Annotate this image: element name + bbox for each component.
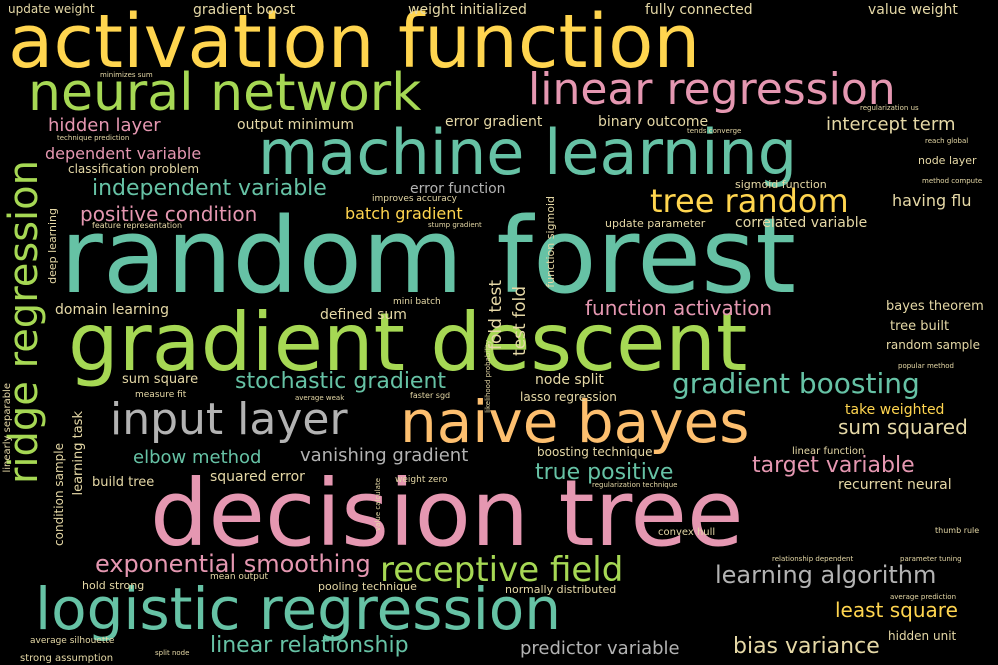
word: error gradient xyxy=(445,114,543,130)
word: domain learning xyxy=(55,302,169,318)
word: classification problem xyxy=(68,162,200,176)
word: learning algorithm xyxy=(715,561,937,589)
word: independent variable xyxy=(92,176,327,201)
word: build tree xyxy=(92,475,155,490)
word: gradient boosting xyxy=(672,367,920,400)
word: technique prediction xyxy=(57,134,130,142)
word: weight initialized xyxy=(408,2,527,18)
word: update parameter xyxy=(605,217,706,230)
word: logistic regression xyxy=(35,575,562,643)
word: batch gradient xyxy=(345,204,463,223)
word: hidden layer xyxy=(48,115,161,136)
word: condition sample xyxy=(52,443,66,546)
word: pooling technique xyxy=(318,580,417,593)
word: neural network xyxy=(28,63,422,123)
word: measure fit xyxy=(135,390,187,400)
word: recurrent neural xyxy=(838,477,952,493)
word: least square xyxy=(835,598,958,622)
word: sigmoid function xyxy=(735,178,827,191)
word: likelihood probability xyxy=(484,340,492,413)
word: receptive field xyxy=(380,550,624,590)
word: improves accuracy xyxy=(372,194,458,204)
word: sum square xyxy=(122,372,199,387)
word: binary outcome xyxy=(598,114,709,130)
word: deep learning xyxy=(46,208,59,284)
word: hold strong xyxy=(82,579,145,592)
word: machine learning xyxy=(258,116,798,189)
word: linear function xyxy=(792,446,865,457)
word: parameter tuning xyxy=(900,555,962,563)
word: linearly separable xyxy=(2,383,13,473)
word: sum squared xyxy=(838,415,968,439)
word: weight zero xyxy=(395,475,448,485)
word: tree random xyxy=(650,182,849,220)
word: normally distributed xyxy=(505,583,617,596)
word: naive bayes xyxy=(400,388,750,456)
word: function activation xyxy=(585,296,773,320)
word: lasso regression xyxy=(520,390,617,404)
word: bayes theorem xyxy=(886,299,984,314)
word: true positive xyxy=(535,460,674,485)
word: function sigmoid xyxy=(544,196,557,288)
word: target variable xyxy=(752,453,915,478)
word: fully connected xyxy=(645,2,753,18)
word: regularization us xyxy=(860,104,919,112)
word: hidden unit xyxy=(888,629,957,643)
word: take weighted xyxy=(845,402,945,418)
word: learning task xyxy=(71,411,86,496)
word: method compute xyxy=(922,177,983,185)
word: reach global xyxy=(925,137,969,145)
word: random forest xyxy=(60,195,797,317)
word: exponential smoothing xyxy=(95,550,371,578)
word: gradient descent xyxy=(68,296,748,389)
word: faster sgd xyxy=(410,391,451,400)
word: positive condition xyxy=(80,202,258,226)
word: linear regression xyxy=(528,64,896,115)
word: thumb rule xyxy=(935,526,980,535)
word: convex hull xyxy=(658,527,716,538)
word: strong assumption xyxy=(20,653,114,664)
word: minimizes sum xyxy=(100,71,153,79)
word: correlated variable xyxy=(735,215,868,231)
word: test fold xyxy=(510,286,530,356)
word: mean output xyxy=(210,572,269,582)
word: input layer xyxy=(110,394,348,445)
word: linear relationship xyxy=(210,633,409,658)
word: having flu xyxy=(892,191,972,210)
word: average silhouette xyxy=(30,636,115,646)
word: gradient boost xyxy=(193,2,296,18)
word: value weight xyxy=(868,2,958,18)
word: defined sum xyxy=(320,307,407,323)
word: node layer xyxy=(918,154,977,167)
word: feature representation xyxy=(92,221,183,230)
word: node split xyxy=(535,372,604,388)
word: elbow method xyxy=(133,447,262,468)
word: tree built xyxy=(890,319,950,334)
word: regularization technique xyxy=(592,481,678,489)
word: update weight xyxy=(8,2,95,16)
word: value calculate xyxy=(374,478,382,531)
word: vanishing gradient xyxy=(300,445,469,466)
word: stump gradient xyxy=(428,221,482,229)
word: stochastic gradient xyxy=(235,369,447,394)
word: decision tree xyxy=(150,460,744,567)
word: split node xyxy=(155,649,190,657)
word: popular method xyxy=(898,362,954,370)
word: dependent variable xyxy=(45,144,202,163)
word: average weak xyxy=(295,394,345,402)
word: tends converge xyxy=(687,127,742,135)
word: relationship dependent xyxy=(772,555,854,563)
word: bias variance xyxy=(733,634,880,659)
word: error function xyxy=(410,181,506,197)
word: intercept term xyxy=(826,114,956,135)
word: boosting technique xyxy=(537,445,653,459)
word: output minimum xyxy=(237,117,355,133)
word: squared error xyxy=(210,469,305,485)
word: activation function xyxy=(8,0,701,85)
word: random sample xyxy=(886,338,980,352)
word: mini batch xyxy=(393,297,441,307)
word: predictor variable xyxy=(520,638,680,659)
word: average prediction xyxy=(890,593,957,601)
